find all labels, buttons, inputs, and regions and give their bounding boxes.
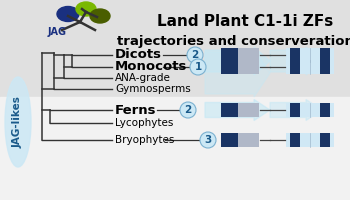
Bar [290,103,300,117]
FancyArrow shape [270,99,322,120]
Text: Dicots: Dicots [115,48,162,62]
Text: Land Plant C1-1i ZFs: Land Plant C1-1i ZFs [157,15,333,29]
Bar [221,60,259,74]
Bar [320,48,330,62]
Bar [238,48,259,62]
Circle shape [187,47,203,63]
Text: Monocots: Monocots [115,60,187,73]
Text: Bryophytes: Bryophytes [115,135,174,145]
Circle shape [180,102,196,118]
Bar [320,103,330,117]
Bar [238,60,259,74]
Bar [221,133,238,147]
Bar [0,0,350,97]
Text: 1: 1 [194,62,202,72]
Bar [221,60,238,74]
Bar [221,103,238,117]
Bar [221,48,259,62]
Bar [286,103,334,117]
Bar [221,103,259,117]
Text: trajectories and conserveration: trajectories and conserveration [117,36,350,48]
Bar [286,133,334,147]
Bar [290,48,300,62]
Bar [221,48,238,62]
Bar [238,103,259,117]
Bar [238,133,259,147]
Text: 2: 2 [184,105,192,115]
Bar [290,133,300,147]
Text: JAG: JAG [48,27,66,37]
FancyArrow shape [205,47,270,75]
Text: 2: 2 [191,50,199,60]
Text: Lycophytes: Lycophytes [115,118,173,128]
Circle shape [190,59,206,75]
Text: JAG-likes: JAG-likes [13,96,23,148]
Bar [286,48,334,62]
Bar [0,97,350,200]
Bar [221,133,259,147]
Ellipse shape [76,2,96,16]
Ellipse shape [90,9,110,23]
Text: ANA-grade: ANA-grade [115,73,171,83]
Text: Ferns: Ferns [115,104,156,116]
Bar [320,133,330,147]
Bar [286,60,334,74]
Text: Gymnosperms: Gymnosperms [115,84,191,94]
Text: 3: 3 [204,135,212,145]
Circle shape [200,132,216,148]
Ellipse shape [5,77,31,167]
Ellipse shape [57,6,79,21]
FancyArrow shape [270,47,322,75]
Bar [320,60,330,74]
FancyArrow shape [205,99,270,120]
FancyArrow shape [205,49,270,97]
Bar [290,60,300,74]
